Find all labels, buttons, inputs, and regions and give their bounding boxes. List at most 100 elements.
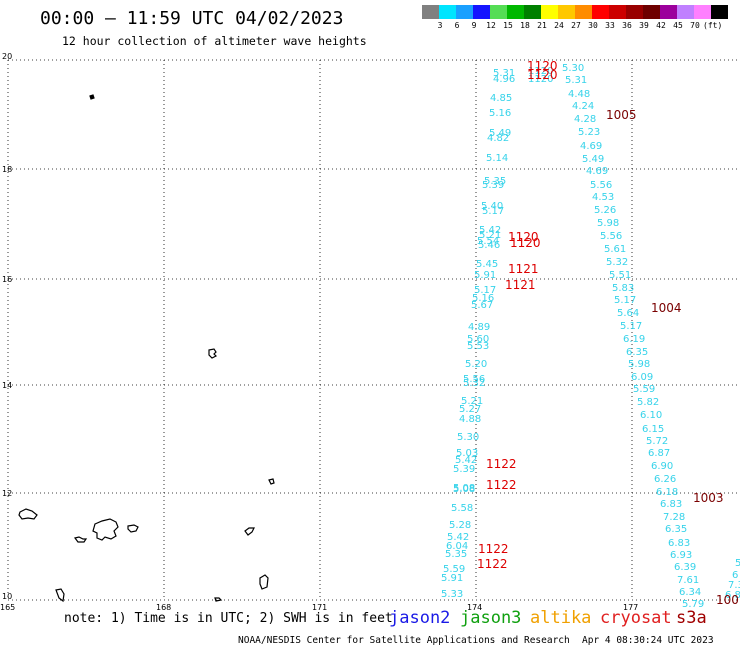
wave-height-value: 4.48: [568, 89, 590, 100]
wave-height-value: 4.82: [487, 133, 509, 144]
legend-swatch: [677, 5, 694, 19]
legend-swatch: [711, 5, 728, 19]
x-tick-label: 174: [467, 603, 482, 612]
legend-label: 12: [486, 21, 496, 30]
satellite-label-cryosat: cryosat: [600, 608, 672, 628]
wave-height-value: 5.08: [453, 483, 475, 494]
wave-height-value: 5.56: [463, 374, 485, 385]
wave-height-value: 7.61: [677, 575, 699, 586]
wave-height-value: 5.32: [463, 378, 485, 389]
wave-height-value: 5.45: [476, 259, 498, 270]
legend-label: 39: [639, 21, 649, 30]
legend-swatch: [626, 5, 643, 19]
wave-height-value: 6.83: [660, 499, 682, 510]
wave-height-value: 5.98: [597, 218, 619, 229]
legend-swatch: [558, 5, 575, 19]
wave-height-value: 6.90: [651, 461, 673, 472]
wave-height-value: 5.79: [682, 599, 704, 610]
wave-height-value: 6.18: [656, 487, 678, 498]
pressure-value: 1120: [508, 230, 539, 244]
satellite-label-altika: altika: [530, 608, 592, 628]
wave-height-value: 5.91: [474, 270, 496, 281]
wave-height-value: 4.69: [586, 166, 608, 177]
wave-height-value: 5.91: [441, 573, 463, 584]
wave-height-value: 6.39: [674, 562, 696, 573]
wave-height-value: 6.8: [725, 590, 740, 601]
y-tick-label: 20: [2, 52, 12, 61]
legend-swatch: [660, 5, 677, 19]
wave-height-value: 5.08: [453, 484, 475, 495]
satellite-label-s3a: s3a: [676, 608, 707, 628]
wave-height-value: 6.19: [623, 334, 645, 345]
wave-height-value: 5.33: [441, 589, 463, 600]
x-tick-label: 177: [623, 603, 638, 612]
pressure-value: 1003: [693, 491, 724, 505]
legend-swatch: [694, 5, 711, 19]
legend-label: 18: [520, 21, 530, 30]
legend-label: 36: [622, 21, 632, 30]
legend-swatch: [490, 5, 507, 19]
pressure-value: 1121: [505, 278, 536, 292]
pressure-value: 1122: [486, 457, 517, 471]
wave-height-value: 4.89: [468, 322, 490, 333]
wave-height-value: 4.96: [493, 74, 515, 85]
wave-height-value: 5.03: [456, 448, 478, 459]
wave-height-value: 5.16: [472, 293, 494, 304]
page-title: 00:00 – 11:59 UTC 04/02/2023: [40, 8, 344, 29]
wave-height-value: 5.16: [489, 108, 511, 119]
wave-height-value: 5.20: [465, 359, 487, 370]
wave-height-value: 5.59: [443, 564, 465, 575]
pressure-value: 100: [716, 593, 739, 607]
wave-height-value: 5.21: [461, 396, 483, 407]
legend-swatch: [643, 5, 660, 19]
wave-height-value: 5.42: [447, 532, 469, 543]
wave-height-value: 5: [735, 558, 740, 569]
pressure-value: 1121: [508, 262, 539, 276]
wave-height-value: 5.54: [477, 236, 499, 247]
wave-height-value: 5.35: [484, 176, 506, 187]
legend-swatch: [541, 5, 558, 19]
wave-height-value: 5.49: [582, 154, 604, 165]
legend-swatch: [473, 5, 490, 19]
grid-lines: [7, 59, 738, 601]
legend-label: 45: [673, 21, 683, 30]
wave-height-value: 5.64: [617, 308, 639, 319]
pressure-value: 1122: [486, 478, 517, 492]
wave-height-value: 5.35: [445, 549, 467, 560]
wave-height-value: 5.26: [594, 205, 616, 216]
wave-height-value: 5.58: [451, 503, 473, 514]
pressure-value: 1120: [510, 236, 541, 250]
legend-label: 21: [537, 21, 547, 30]
y-tick-label: 18: [2, 165, 12, 174]
wave-height-value: 4.69: [580, 141, 602, 152]
wave-height-value: 4.85: [490, 93, 512, 104]
y-tick-label: 10: [2, 592, 12, 601]
wave-height-value: 5.42: [455, 455, 477, 466]
y-tick-label: 12: [2, 489, 12, 498]
wave-height-value: 5.40: [481, 201, 503, 212]
legend-swatch: [609, 5, 626, 19]
wave-height-value: 5.21: [479, 230, 501, 241]
wave-height-value: 5.60: [467, 334, 489, 345]
wave-height-value: 4.53: [592, 192, 614, 203]
wave-height-value: 6: [732, 570, 738, 581]
wave-height-value: 5.49: [489, 128, 511, 139]
credit-text: NOAA/NESDIS Center for Satellite Applica…: [238, 635, 570, 646]
legend-label: 33: [605, 21, 615, 30]
wave-height-value: 6.35: [626, 347, 648, 358]
wave-height-value: 4.24: [572, 101, 594, 112]
wave-height-value: 5.83: [612, 283, 634, 294]
pressure-value: 1120: [527, 59, 558, 73]
page-subtitle: 12 hour collection of altimeter wave hei…: [62, 34, 367, 48]
legend-swatch: [439, 5, 456, 19]
wave-height-value: 5.28: [449, 520, 471, 531]
wave-height-value: 5.82: [637, 397, 659, 408]
legend-swatch: [575, 5, 592, 19]
wave-height-value: 6.15: [642, 424, 664, 435]
wave-height-value: 5.51: [609, 270, 631, 281]
pressure-value: 1005: [606, 108, 637, 122]
legend-label: 3: [437, 21, 443, 30]
legend-swatch: [422, 5, 439, 19]
